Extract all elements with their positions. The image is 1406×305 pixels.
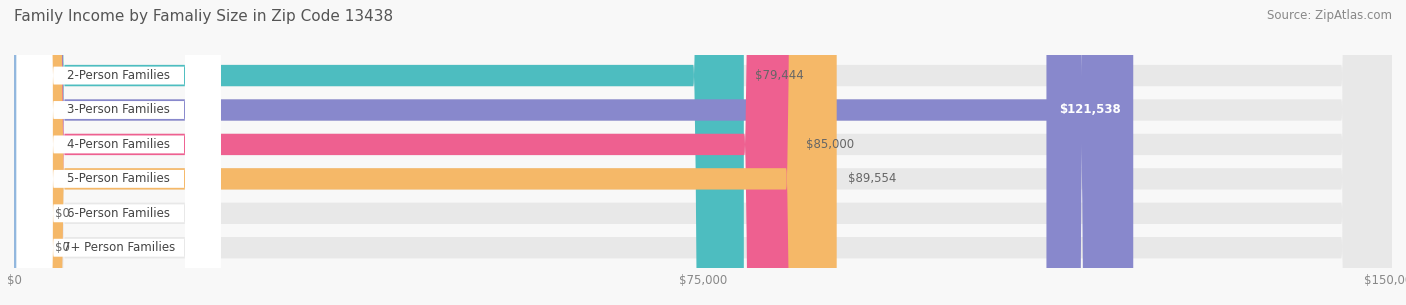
Text: $79,444: $79,444 — [755, 69, 804, 82]
Text: 6-Person Families: 6-Person Families — [67, 207, 170, 220]
Text: 3-Person Families: 3-Person Families — [67, 103, 170, 117]
Text: 7+ Person Families: 7+ Person Families — [63, 241, 174, 254]
FancyBboxPatch shape — [14, 0, 1392, 305]
FancyBboxPatch shape — [17, 0, 221, 305]
FancyBboxPatch shape — [1046, 0, 1133, 305]
Text: $85,000: $85,000 — [806, 138, 853, 151]
FancyBboxPatch shape — [14, 0, 1392, 305]
FancyBboxPatch shape — [17, 0, 221, 305]
FancyBboxPatch shape — [14, 0, 1392, 305]
Text: 4-Person Families: 4-Person Families — [67, 138, 170, 151]
FancyBboxPatch shape — [14, 0, 744, 305]
FancyBboxPatch shape — [17, 0, 221, 305]
Text: $0: $0 — [55, 207, 70, 220]
FancyBboxPatch shape — [14, 0, 45, 305]
FancyBboxPatch shape — [14, 0, 1392, 305]
Text: $89,554: $89,554 — [848, 172, 896, 185]
FancyBboxPatch shape — [17, 0, 221, 305]
FancyBboxPatch shape — [14, 0, 1130, 305]
FancyBboxPatch shape — [17, 0, 221, 305]
Text: Family Income by Famaliy Size in Zip Code 13438: Family Income by Famaliy Size in Zip Cod… — [14, 9, 394, 24]
FancyBboxPatch shape — [14, 0, 1392, 305]
Text: Source: ZipAtlas.com: Source: ZipAtlas.com — [1267, 9, 1392, 22]
FancyBboxPatch shape — [17, 0, 221, 305]
FancyBboxPatch shape — [14, 0, 837, 305]
FancyBboxPatch shape — [14, 0, 794, 305]
Text: $0: $0 — [55, 241, 70, 254]
FancyBboxPatch shape — [14, 0, 1392, 305]
FancyBboxPatch shape — [14, 0, 45, 305]
Text: 2-Person Families: 2-Person Families — [67, 69, 170, 82]
Text: $121,538: $121,538 — [1059, 103, 1121, 117]
Text: 5-Person Families: 5-Person Families — [67, 172, 170, 185]
